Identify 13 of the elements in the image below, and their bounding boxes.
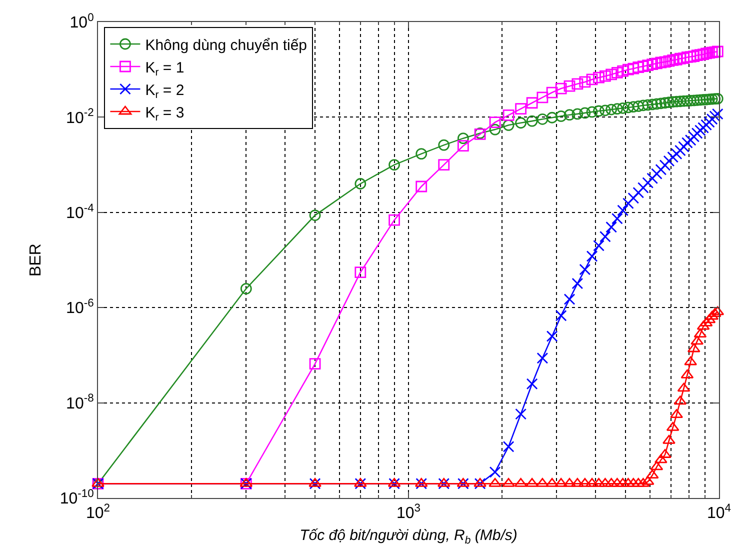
y-tick-label: 10$^{-6}$	[66, 297, 94, 318]
legend-label: Không dùng chuyển tiếp	[145, 36, 308, 54]
y-tick-label: 10$^{-8}$	[66, 392, 94, 412]
y-tick-label: 10$^{-2}$	[66, 107, 94, 127]
x-tick-label: 10$^{4}$	[706, 502, 732, 522]
y-tick-label: 10$^{0}$	[70, 12, 94, 32]
x-axis-title: Tốc độ bit/người dùng, R$_{b}$ (Mb/s)	[300, 527, 518, 546]
y-tick-label: 10$^{-4}$	[66, 202, 94, 222]
x-tick-label: 10$^{3}$	[396, 502, 421, 522]
legend-label: K$_{r}$ = 2	[145, 82, 184, 102]
legend-label: K$_{r}$ = 3	[145, 104, 184, 124]
y-axis-title: BER	[28, 244, 45, 276]
legend-label: K$_{r}$ = 1	[145, 59, 184, 79]
